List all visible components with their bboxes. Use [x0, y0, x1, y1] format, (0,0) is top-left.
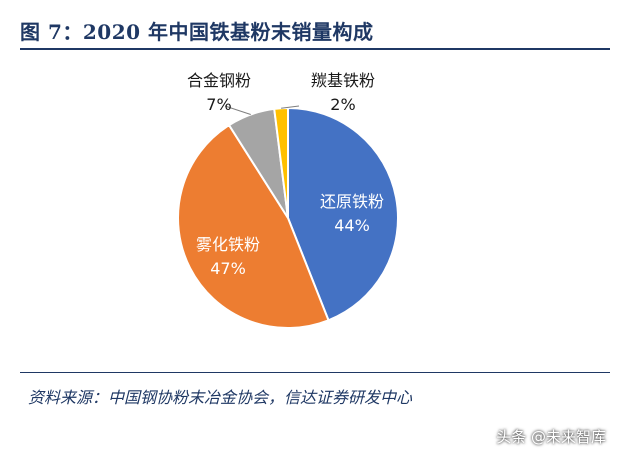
slice-percent-1: 44% [334, 216, 370, 235]
leader-line-4 [281, 105, 300, 109]
watermark: 头条 @未来智库 [496, 428, 606, 446]
pie-slice-4 [273, 106, 289, 219]
slice-percent-4: 2% [330, 95, 355, 114]
slice-label-1: 还原铁粉 [320, 192, 384, 211]
chart-title: 图 7：2020 年中国铁基粉末销量构成 [20, 20, 374, 44]
slice-percent-3: 7% [206, 95, 231, 114]
leader-line-3 [224, 105, 251, 115]
title-underline [20, 48, 610, 50]
slice-label-2: 雾化铁粉 [196, 235, 260, 254]
source-note: 资料来源：中国钢协粉末冶金协会，信达证券研发中心 [28, 388, 413, 407]
slice-percent-2: 47% [210, 259, 246, 278]
pie-slice-2 [177, 123, 330, 329]
slice-label-4: 羰基铁粉 [311, 71, 375, 90]
source-divider [20, 372, 610, 373]
pie-slice-1 [287, 106, 399, 322]
slice-label-3: 合金钢粉 [187, 71, 251, 90]
